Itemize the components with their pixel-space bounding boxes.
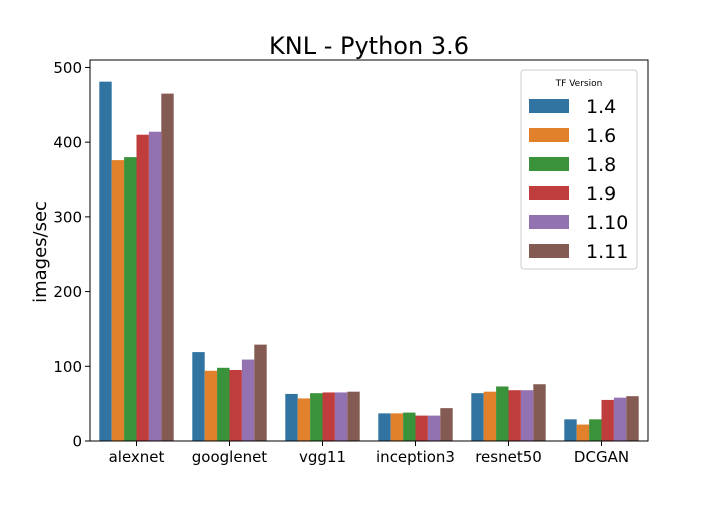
- bar-googlenet-1.9: [229, 370, 242, 441]
- x-axis-ticks: alexnet googlenet vgg11 inception3 resnet50 D…: [109, 441, 629, 466]
- bar-resnet50-1.4: [471, 393, 484, 441]
- bar-DCGAN-1.4: [564, 419, 577, 441]
- bar-vgg11-1.9: [322, 392, 335, 441]
- bar-inception3-1.10: [427, 415, 441, 441]
- legend: TF Version 1.4 1.6 1.8 1.9 1.10 1.11: [520, 69, 638, 270]
- bar-resnet50-1.10: [520, 390, 534, 441]
- legend-label: 1.9: [586, 183, 616, 205]
- plot-frame: [89, 59, 649, 442]
- x-tick-label: googlenet: [192, 448, 268, 466]
- bar-vgg11-1.11: [347, 391, 360, 441]
- bars-layer: [99, 81, 639, 442]
- legend-swatch: [529, 157, 569, 171]
- legend-label: 1.8: [586, 154, 616, 176]
- y-tick-label: 500: [53, 59, 82, 77]
- bar-inception3-1.11: [440, 408, 453, 441]
- legend-label: 1.11: [586, 241, 628, 263]
- legend-label: 1.10: [586, 212, 628, 234]
- bar-resnet50-1.9: [508, 390, 521, 441]
- bar-resnet50-1.6: [483, 391, 497, 441]
- bar-DCGAN-1.6: [576, 424, 590, 441]
- y-tick-label: 200: [53, 283, 82, 301]
- y-tick-label: 100: [53, 358, 82, 376]
- bar-alexnet-1.11: [161, 93, 174, 441]
- bar-vgg11-1.4: [285, 393, 298, 441]
- bar-DCGAN-1.9: [601, 399, 614, 441]
- bar-inception3-1.8: [403, 412, 416, 441]
- legend-items: 1.4 1.6 1.8 1.9 1.10 1.11: [529, 96, 628, 263]
- legend-swatch: [529, 128, 569, 142]
- bar-alexnet-1.8: [124, 157, 137, 441]
- legend-label: 1.4: [586, 96, 616, 118]
- bar-inception3-1.6: [390, 413, 404, 441]
- legend-swatch: [529, 244, 569, 258]
- bar-inception3-1.4: [378, 413, 391, 441]
- bar-DCGAN-1.10: [613, 397, 627, 441]
- legend-swatch: [529, 99, 569, 113]
- bar-alexnet-1.6: [111, 160, 125, 441]
- x-tick-label: DCGAN: [574, 448, 629, 466]
- bar-vgg11-1.10: [334, 392, 348, 441]
- bar-googlenet-1.8: [217, 367, 230, 441]
- x-tick-label: resnet50: [475, 448, 542, 466]
- x-tick-label: alexnet: [109, 448, 165, 466]
- bar-alexnet-1.9: [136, 134, 149, 442]
- bar-DCGAN-1.8: [589, 419, 602, 441]
- y-axis-label: images/sec: [30, 201, 51, 303]
- legend-title: TF Version: [555, 79, 603, 89]
- bar-DCGAN-1.11: [626, 396, 639, 441]
- bar-resnet50-1.8: [496, 386, 509, 441]
- bar-alexnet-1.4: [99, 81, 112, 441]
- y-tick-label: 300: [53, 208, 82, 226]
- bar-googlenet-1.11: [254, 344, 267, 441]
- bar-googlenet-1.6: [204, 370, 218, 441]
- legend-swatch: [529, 215, 569, 229]
- chart-title: KNL - Python 3.6: [269, 32, 469, 60]
- bar-alexnet-1.10: [148, 131, 162, 441]
- bar-inception3-1.9: [415, 415, 428, 441]
- legend-label: 1.6: [586, 125, 616, 147]
- bar-vgg11-1.6: [297, 398, 311, 441]
- y-axis-ticks: 0 100 200 300 400 500: [53, 59, 90, 451]
- x-tick-label: vgg11: [299, 448, 346, 466]
- bar-googlenet-1.4: [192, 352, 205, 441]
- y-tick-label: 400: [53, 134, 82, 152]
- bar-googlenet-1.10: [241, 359, 255, 441]
- bar-resnet50-1.11: [533, 384, 546, 441]
- bar-vgg11-1.8: [310, 393, 323, 441]
- x-tick-label: inception3: [376, 448, 455, 466]
- legend-swatch: [529, 186, 569, 200]
- y-tick-label: 0: [72, 433, 82, 451]
